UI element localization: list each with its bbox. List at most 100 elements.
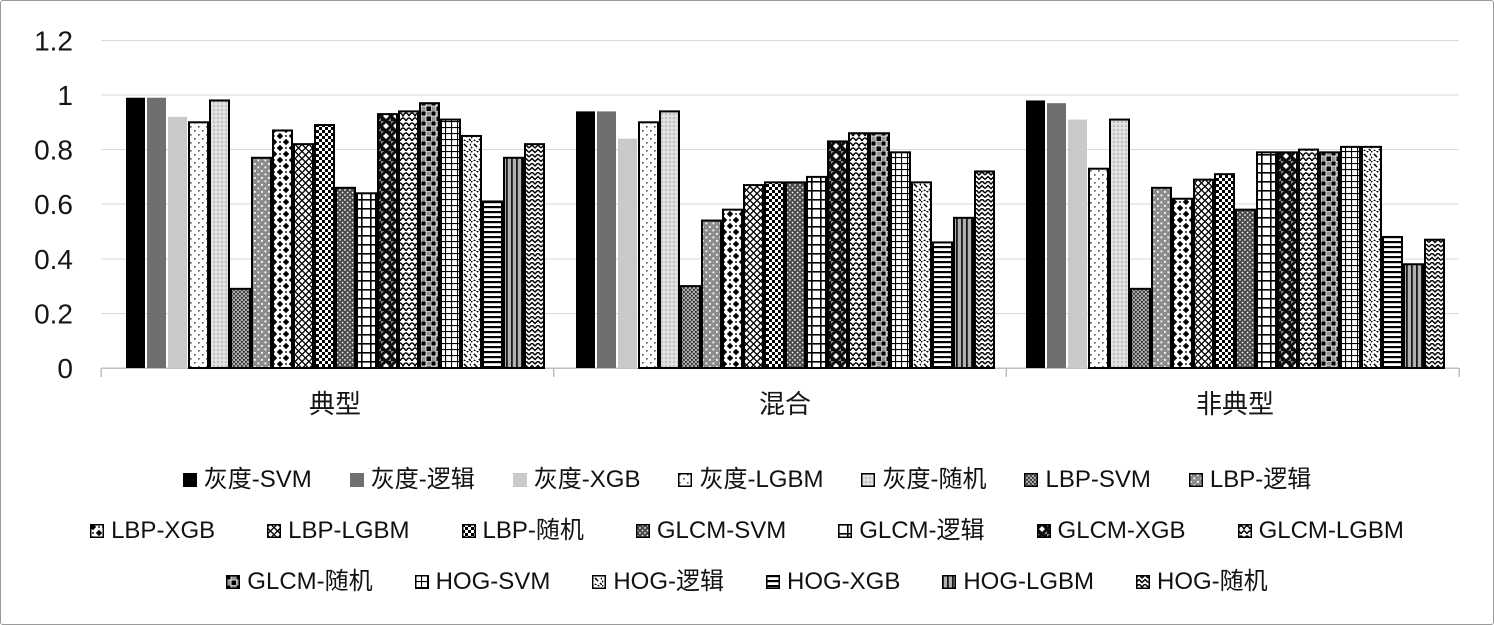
- legend-swatch-icon: [838, 524, 853, 538]
- bar-series2-group3: [1047, 103, 1066, 368]
- legend-item: HOG-LGBM: [942, 563, 1094, 601]
- bar-series5-group3: [1109, 118, 1130, 369]
- legend-swatch-icon: [635, 524, 650, 538]
- bar-series14-group3: [1298, 148, 1319, 369]
- category-label: 非典型: [1196, 389, 1274, 419]
- legend-item: LBP-逻辑: [1188, 461, 1312, 499]
- category-label: 典型: [309, 389, 361, 419]
- bar-series1-group3: [1026, 100, 1045, 369]
- legend-item: HOG-SVM: [414, 563, 551, 601]
- bar-series3-group2: [618, 138, 637, 368]
- bar-series16-group3: [1340, 145, 1361, 369]
- legend-swatch-icon: [592, 575, 607, 589]
- y-axis-tick-label: 1.2: [34, 25, 73, 56]
- legend-item: GLCM-逻辑: [838, 512, 985, 550]
- y-axis-tick-label: 0.4: [34, 244, 73, 275]
- bar-series13-group1: [377, 113, 398, 369]
- legend-item: GLCM-SVM: [635, 512, 786, 550]
- legend-swatch-icon: [512, 473, 527, 487]
- legend-item: 灰度-逻辑: [349, 461, 475, 499]
- bar-series12-group1: [356, 192, 377, 369]
- legend-swatch-icon: [1024, 473, 1039, 487]
- legend-item: 灰度-XGB: [512, 461, 641, 499]
- bar-series18-group3: [1382, 235, 1403, 369]
- bar-series9-group1: [293, 143, 314, 369]
- bar-series15-group2: [869, 132, 890, 369]
- bar-series7-group2: [701, 219, 722, 369]
- y-axis-tick-label: 0.2: [34, 298, 73, 329]
- legend-item: LBP-SVM: [1024, 461, 1151, 499]
- legend-item: GLCM-随机: [226, 563, 373, 601]
- bar-series7-group3: [1151, 186, 1172, 369]
- bar-series17-group3: [1361, 145, 1382, 369]
- bar-series15-group1: [419, 102, 440, 369]
- legend-row: LBP-XGB LBP-LGBM LBP-随机 GLCM-SVM GLCM-逻辑 GLCM…: [90, 512, 1404, 550]
- legend-label: LBP-逻辑: [1209, 466, 1312, 493]
- legend-item: HOG-XGB: [765, 563, 900, 601]
- bar-series16-group1: [440, 118, 461, 369]
- bar-series6-group2: [680, 285, 701, 370]
- bar-series20-group2: [974, 170, 995, 369]
- legend-item: LBP-LGBM: [267, 512, 410, 550]
- legend-label: GLCM-随机: [247, 568, 373, 595]
- category-label: 混合: [759, 389, 811, 419]
- legend-swatch-icon: [1188, 473, 1203, 487]
- legend-row: 灰度-SVM 灰度-逻辑 灰度-XGB 灰度-LGBM 灰度-随机 LBP-SVM LBP-…: [182, 461, 1312, 499]
- bar-series4-group3: [1088, 167, 1109, 369]
- legend-label: GLCM-LGBM: [1258, 517, 1404, 544]
- legend-swatch-icon: [765, 575, 780, 589]
- y-axis-tick-label: 0.6: [34, 189, 73, 220]
- bar-series13-group3: [1277, 151, 1298, 369]
- bar-series6-group1: [230, 287, 251, 369]
- bar-series14-group2: [848, 132, 869, 369]
- legend-label: HOG-SVM: [435, 568, 551, 595]
- legend-label: LBP-LGBM: [288, 517, 410, 544]
- legend-label: 灰度-SVM: [203, 466, 312, 493]
- legend-item: 灰度-LGBM: [678, 461, 823, 499]
- bar-series10-group1: [314, 124, 335, 369]
- bar-series12-group2: [806, 175, 827, 369]
- legend-item: 灰度-SVM: [182, 461, 312, 499]
- legend-label: 灰度-XGB: [533, 466, 641, 493]
- y-axis-tick-label: 1: [57, 80, 73, 111]
- legend-item: LBP-随机: [461, 512, 584, 550]
- chart-legend: 灰度-SVM 灰度-逻辑 灰度-XGB 灰度-LGBM 灰度-随机 LBP-SVM LBP-…: [1, 461, 1493, 601]
- bar-series8-group1: [272, 129, 293, 369]
- legend-label: HOG-随机: [1157, 568, 1268, 595]
- bar-series18-group1: [482, 200, 503, 369]
- legend-label: LBP-XGB: [111, 517, 216, 544]
- legend-swatch-icon: [182, 473, 197, 487]
- legend-swatch-icon: [349, 473, 364, 487]
- legend-item: LBP-XGB: [90, 512, 215, 550]
- legend-swatch-icon: [1237, 524, 1252, 538]
- bar-series2-group2: [597, 111, 616, 368]
- bar-series4-group2: [638, 121, 659, 369]
- bar-series7-group1: [251, 156, 272, 369]
- legend-label: HOG-LGBM: [963, 568, 1095, 595]
- legend-swatch-icon: [1036, 524, 1051, 538]
- legend-item: GLCM-XGB: [1036, 512, 1186, 550]
- legend-swatch-icon: [861, 473, 876, 487]
- legend-label: 灰度-LGBM: [699, 466, 824, 493]
- y-axis-tick-label: 0.8: [34, 135, 73, 166]
- bar-series15-group3: [1319, 151, 1340, 369]
- bar-series1-group1: [126, 97, 145, 368]
- legend-item: HOG-随机: [1136, 563, 1268, 601]
- bar-series13-group2: [827, 140, 848, 369]
- legend-label: GLCM-XGB: [1057, 517, 1186, 544]
- legend-label: LBP-SVM: [1045, 466, 1151, 493]
- bar-series9-group3: [1193, 178, 1214, 369]
- legend-label: HOG-逻辑: [613, 568, 724, 595]
- bar-series10-group2: [764, 181, 785, 369]
- legend-label: 灰度-逻辑: [370, 466, 475, 493]
- bar-series14-group1: [398, 110, 419, 369]
- legend-swatch-icon: [678, 473, 693, 487]
- bar-series17-group1: [461, 134, 482, 369]
- legend-label: LBP-随机: [482, 517, 584, 544]
- legend-swatch-icon: [942, 575, 957, 589]
- bar-series11-group3: [1235, 208, 1256, 369]
- bar-series16-group2: [890, 151, 911, 369]
- legend-item: GLCM-LGBM: [1237, 512, 1404, 550]
- bar-chart-plot: 0 0.2 0.4 0.6 0.8 1 1.2 典型 混合 非典型: [34, 25, 1460, 419]
